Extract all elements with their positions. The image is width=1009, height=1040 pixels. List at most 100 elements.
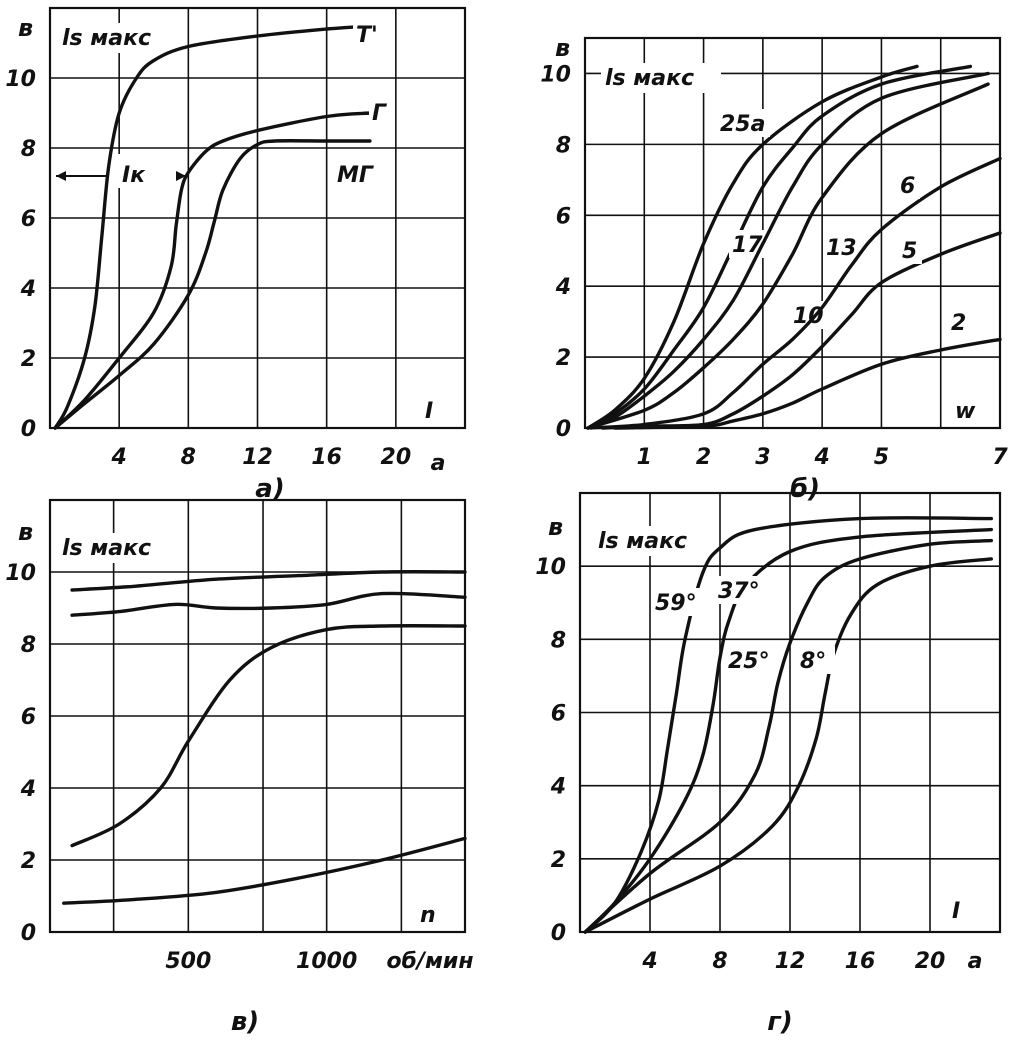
series-label-backdrop <box>897 171 920 199</box>
ik-label-backdrop <box>116 154 170 188</box>
series-label: 37° <box>718 579 760 604</box>
panel-v: 0 2 4 6 8 10 500 1000 в ls макс n об/мин в) <box>5 498 474 1037</box>
x-axis-label: n <box>420 903 436 928</box>
y-unit-label: в <box>18 518 33 546</box>
x-tick-label: 7 <box>992 445 1008 470</box>
y-axis-label-backdrop <box>58 533 178 563</box>
series-label-backdrop <box>353 20 391 48</box>
y-tick-label: 10 <box>5 67 36 92</box>
y-axis-label: ls макс <box>605 66 694 91</box>
x-tick-label: 4 <box>641 949 657 974</box>
y-tick-label: 4 <box>20 777 36 802</box>
y-tick-label: 4 <box>555 275 571 300</box>
y-tick-label: 6 <box>21 207 36 232</box>
y-tick-label: 10 <box>535 555 566 580</box>
y-unit-label: в <box>548 513 563 541</box>
x-tick-label: 500 <box>165 949 211 974</box>
series-label: МГ <box>337 163 374 188</box>
series-label: 25° <box>728 649 770 674</box>
series-label-backdrop <box>797 646 835 674</box>
y-tick-label: 4 <box>20 277 36 302</box>
series-line <box>583 538 993 934</box>
y-tick-label: 8 <box>551 628 566 653</box>
series-line <box>612 337 1002 430</box>
x-tick-label: 3 <box>755 445 770 470</box>
y-tick-label: 6 <box>556 204 571 229</box>
x-tick-label: 8 <box>181 445 196 470</box>
x-unit-label: а <box>431 451 446 476</box>
series-label: 25а <box>720 112 765 137</box>
plot-frame <box>48 498 467 934</box>
y-tick-label: 0 <box>551 921 566 946</box>
y-unit-label: в <box>18 14 33 42</box>
x-axis-label: I <box>425 399 433 424</box>
series-line <box>589 156 1002 430</box>
y-tick-label: 10 <box>540 62 571 87</box>
x-tick-label: 16 <box>845 949 876 974</box>
ik-arrowhead-left <box>56 171 66 181</box>
x-tick-label: 4 <box>111 445 127 470</box>
series-label-backdrop <box>715 576 768 604</box>
y-unit-label: в <box>555 34 570 62</box>
y-axis-label: ls макс <box>598 529 687 554</box>
y-tick-label: 0 <box>556 417 571 442</box>
y-tick-label: 2 <box>21 849 36 874</box>
ik-annotation: Iк <box>122 163 146 188</box>
series-line <box>583 557 993 934</box>
x-tick-label: 1 <box>637 445 652 470</box>
x-axis-label: w <box>955 399 976 424</box>
x-tick-label: 12 <box>775 949 806 974</box>
y-tick-label: 4 <box>550 775 566 800</box>
plot-frame <box>578 491 1002 934</box>
panel-g: 0 2 4 6 8 10 4 8 12 16 20 в ls макс Iа г) 59° 37° 25° 8° <box>535 491 1002 1037</box>
series-label: Г <box>372 101 387 126</box>
series-label-backdrop <box>899 236 922 264</box>
y-axis-label: ls макс <box>62 536 151 561</box>
y-tick-label: 2 <box>21 347 36 372</box>
x-unit-label: об/мин <box>386 949 473 974</box>
series-label: 8° <box>800 649 826 674</box>
x-tick-label: 16 <box>311 445 342 470</box>
ik-arrowhead-right <box>176 171 186 181</box>
series-line <box>586 82 990 430</box>
y-tick-label: 2 <box>556 346 571 371</box>
plot-frame <box>583 36 1002 430</box>
series-label-backdrop <box>334 160 372 188</box>
y-axis-label: ls макс <box>62 26 151 51</box>
panel-caption: в) <box>231 1007 259 1037</box>
series-line <box>586 64 919 430</box>
x-axis-label: I <box>952 899 960 924</box>
series-label-backdrop <box>652 588 705 616</box>
series-label-backdrop <box>948 308 971 336</box>
series-line <box>583 527 993 934</box>
series-label-backdrop <box>823 233 861 261</box>
series-label-backdrop <box>369 98 392 126</box>
series-label: 6 <box>900 174 915 199</box>
y-tick-label: 6 <box>21 705 36 730</box>
series-label: 2 <box>951 311 966 336</box>
series-line <box>586 71 990 430</box>
x-tick-label: 5 <box>874 445 889 470</box>
series-line <box>53 111 372 430</box>
series-line <box>53 139 372 430</box>
series-line <box>70 624 467 848</box>
series-label: 13 <box>826 236 857 261</box>
panel-caption: б) <box>790 474 820 504</box>
y-tick-label: 2 <box>551 848 566 873</box>
series-line <box>62 836 467 905</box>
panel-caption: г) <box>767 1007 792 1037</box>
x-tick-label: 1000 <box>296 949 357 974</box>
x-tick-label: 20 <box>915 949 946 974</box>
series-label: Т' <box>356 23 378 48</box>
x-tick-label: 20 <box>381 445 412 470</box>
series-line <box>70 570 467 592</box>
y-tick-label: 6 <box>551 702 566 727</box>
y-tick-label: 8 <box>556 133 571 158</box>
x-tick-label: 8 <box>712 949 727 974</box>
series-label-backdrop <box>717 109 770 137</box>
y-tick-label: 10 <box>5 561 36 586</box>
series-label-backdrop <box>729 230 767 258</box>
